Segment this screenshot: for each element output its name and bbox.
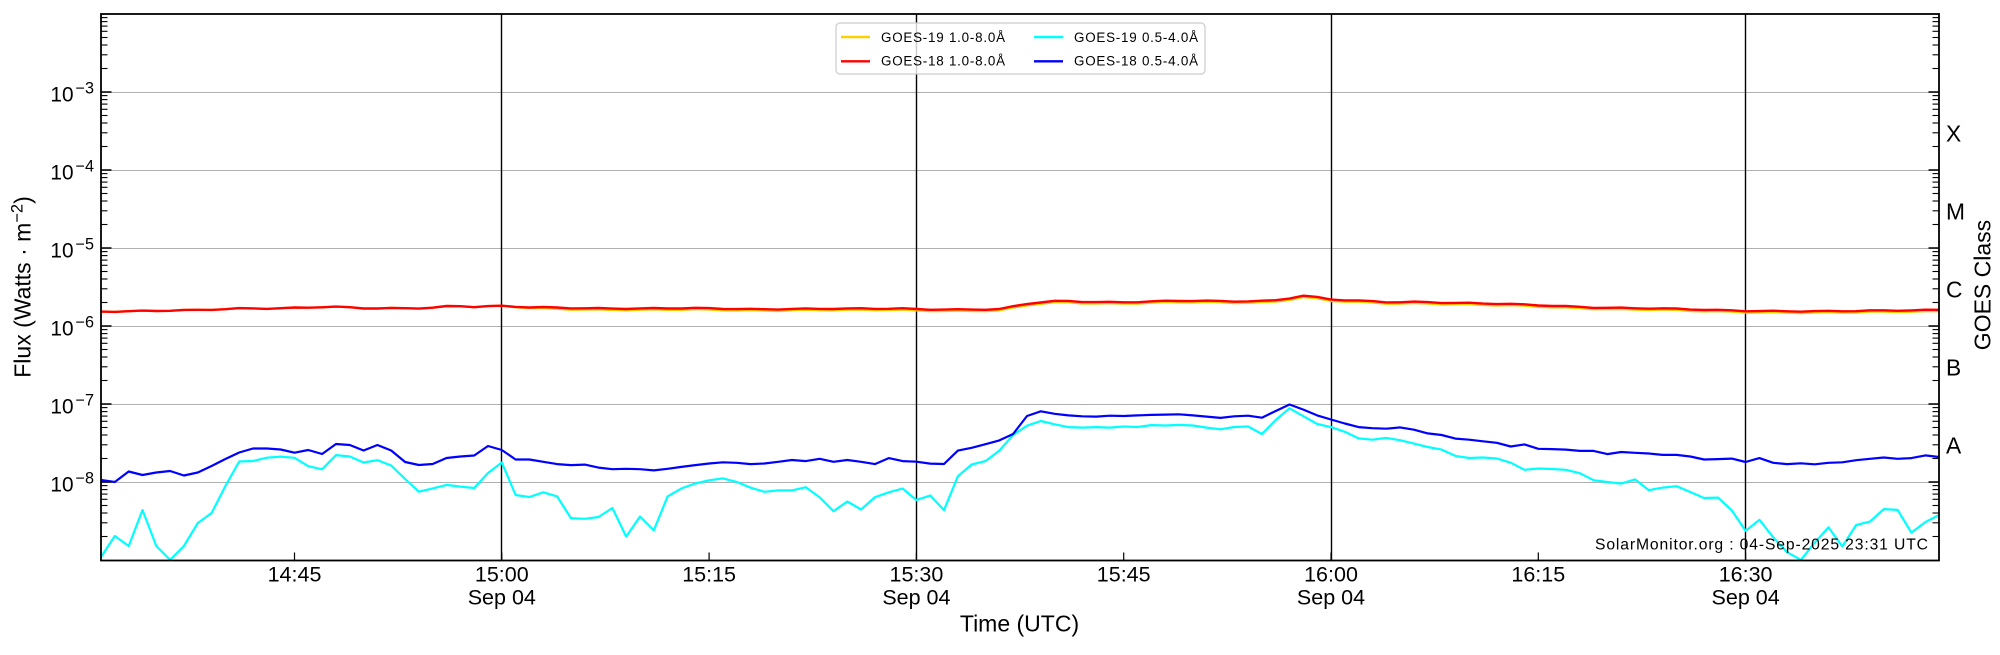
svg-text:GOES Class: GOES Class xyxy=(1970,220,1996,350)
svg-text:16:30: 16:30 xyxy=(1719,563,1773,587)
svg-text:B: B xyxy=(1946,354,1961,380)
svg-text:Sep 04: Sep 04 xyxy=(1712,586,1780,610)
svg-text:10−8: 10 −8 xyxy=(50,469,94,496)
svg-text:SolarMonitor.org : 04-Sep-2025: SolarMonitor.org : 04-Sep-2025 23:31 UTC xyxy=(1595,536,1928,553)
svg-text:C: C xyxy=(1946,276,1962,302)
svg-text:15:30: 15:30 xyxy=(889,563,943,587)
svg-text:GOES-19 0.5-4.0Å: GOES-19 0.5-4.0Å xyxy=(1074,30,1198,45)
svg-text:Flux (Watts · m−2): Flux (Watts · m−2) xyxy=(9,196,36,378)
svg-text:GOES-19 1.0-8.0Å: GOES-19 1.0-8.0Å xyxy=(881,30,1005,45)
svg-text:15:45: 15:45 xyxy=(1097,563,1151,587)
svg-text:16:15: 16:15 xyxy=(1511,563,1565,587)
svg-text:GOES-18 1.0-8.0Å: GOES-18 1.0-8.0Å xyxy=(881,53,1005,68)
svg-text:Sep 04: Sep 04 xyxy=(468,586,536,610)
svg-text:15:00: 15:00 xyxy=(475,563,529,587)
svg-text:15:15: 15:15 xyxy=(682,563,736,587)
svg-text:Time (UTC): Time (UTC) xyxy=(960,611,1079,637)
svg-text:14:45: 14:45 xyxy=(268,563,322,587)
svg-text:A: A xyxy=(1946,432,1962,458)
svg-text:GOES-18 0.5-4.0Å: GOES-18 0.5-4.0Å xyxy=(1074,53,1198,68)
svg-text:X: X xyxy=(1946,120,1961,146)
svg-text:Sep 04: Sep 04 xyxy=(1297,586,1365,610)
svg-text:M: M xyxy=(1946,198,1965,224)
svg-text:16:00: 16:00 xyxy=(1304,563,1358,587)
svg-text:10−3: 10 −3 xyxy=(50,79,94,106)
svg-text:Sep 04: Sep 04 xyxy=(882,586,950,610)
